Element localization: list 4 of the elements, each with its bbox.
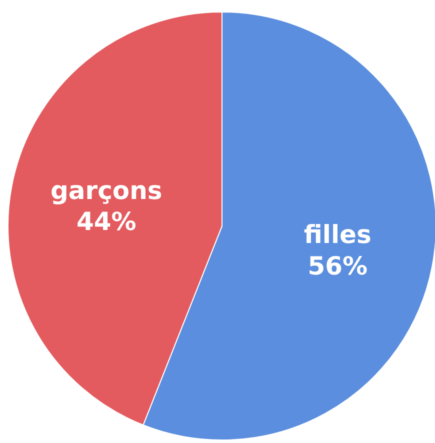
slice-label: garçons	[50, 176, 162, 205]
data-label: 56%	[308, 251, 368, 280]
data-label: 44%	[76, 207, 136, 236]
slice-label: filles	[304, 220, 372, 250]
